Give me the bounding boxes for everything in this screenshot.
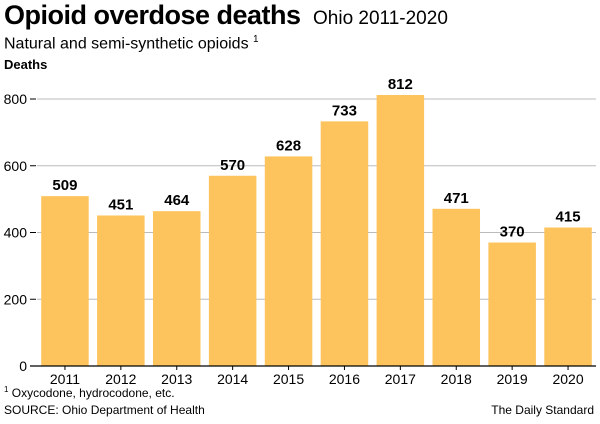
data-label-2020: 415 [556, 208, 581, 225]
credit: The Daily Standard [491, 403, 594, 417]
bar-2014 [208, 175, 257, 366]
y-tick-label-200: 200 [4, 291, 28, 307]
data-label-2012: 451 [108, 196, 133, 213]
y-tick-label-400: 400 [4, 225, 28, 241]
chart-title: Opioid overdose deaths [4, 0, 301, 30]
chart-subtitle-text: Natural and semi-synthetic opioids [4, 35, 249, 53]
x-tick-label-2014: 2014 [217, 371, 248, 387]
data-label-2013: 464 [164, 192, 190, 209]
x-tick-label-2016: 2016 [329, 371, 360, 387]
data-label-2015: 628 [276, 137, 301, 154]
x-tick-label-2018: 2018 [441, 371, 472, 387]
y-tick-label-600: 600 [4, 158, 28, 174]
data-label-2014: 570 [220, 157, 245, 174]
footnote: 1 Oxycodone, hydrocodone, etc. [4, 385, 175, 400]
x-tick-label-2013: 2013 [161, 371, 192, 387]
footnote-reference: 1 [253, 34, 259, 45]
bar-2018 [432, 208, 481, 366]
title-row: Opioid overdose deaths Ohio 2011-2020 [4, 0, 448, 31]
footnote-marker: 1 [4, 385, 9, 394]
bar-2019 [488, 242, 536, 366]
y-tick-label-800: 800 [4, 91, 28, 107]
y-axis-label: Deaths [4, 57, 48, 72]
bar-2016 [320, 121, 369, 366]
bar-2013 [152, 211, 201, 366]
bar-2020 [544, 227, 592, 366]
x-tick-label-2020: 2020 [552, 371, 583, 387]
data-label-2018: 471 [444, 190, 469, 207]
data-label-2011: 509 [52, 177, 77, 194]
chart-subtitle-inline: Ohio 2011-2020 [313, 8, 448, 29]
footnote-text: Oxycodone, hydrocodone, etc. [11, 386, 175, 400]
bar-2011 [41, 196, 89, 366]
chart-subtitle: Natural and semi-synthetic opioids 1 [4, 34, 259, 53]
bar-2017 [376, 94, 425, 367]
bar-2012 [97, 215, 145, 366]
data-label-2016: 733 [332, 102, 357, 119]
x-tick-label-2019: 2019 [497, 371, 528, 387]
x-tick-label-2017: 2017 [385, 371, 416, 387]
source-note: SOURCE: Ohio Department of Health [4, 403, 205, 417]
x-tick-label-2012: 2012 [105, 371, 136, 387]
x-tick-label-2015: 2015 [273, 371, 304, 387]
bar-2015 [264, 156, 313, 366]
y-tick-label-0: 0 [19, 358, 27, 374]
x-tick-label-2011: 2011 [50, 371, 80, 387]
data-label-2017: 812 [388, 76, 413, 93]
data-label-2019: 370 [500, 224, 525, 241]
